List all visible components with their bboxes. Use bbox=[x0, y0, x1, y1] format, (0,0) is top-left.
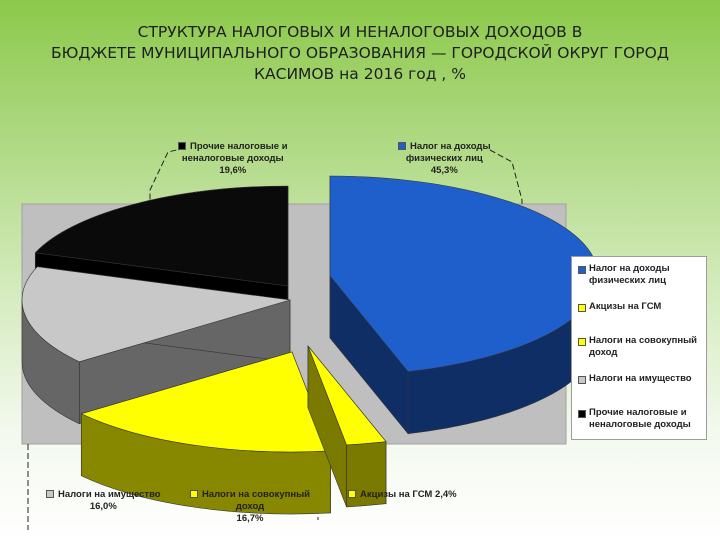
legend-item-other: Прочие налоговые и неналоговые доходы bbox=[578, 407, 704, 431]
legend-label-property: Налоги на имущество bbox=[589, 373, 692, 384]
callout-property-line-1: Налоги на имущество bbox=[58, 489, 161, 500]
chart-title-line-1: СТРУКТУРА НАЛОГОВЫХ И НЕНАЛОГОВЫХ ДОХОДО… bbox=[137, 23, 583, 41]
legend-item-aggregate: Налоги на совокупный доход bbox=[578, 335, 704, 359]
callout-other-line-2: неналоговые доходы bbox=[181, 153, 284, 164]
chart-title: СТРУКТУРА НАЛОГОВЫХ И НЕНАЛОГОВЫХ ДОХОДО… bbox=[40, 22, 680, 85]
legend-label-aggregate-2: доход bbox=[589, 347, 618, 358]
pie-slice-aggregate bbox=[80, 351, 332, 515]
callout-other: Прочие налоговые и неналоговые доходы 19… bbox=[178, 141, 288, 177]
callout-other-value: 19,6% bbox=[219, 165, 247, 176]
callout-aggregate: Налоги на совокупный доход 16,7% bbox=[190, 489, 310, 525]
pie-top-other bbox=[34, 185, 289, 287]
callout-other-swatch bbox=[178, 142, 186, 151]
pie-slice-excise bbox=[307, 345, 387, 508]
legend-label-other-1: Прочие налоговые и bbox=[589, 407, 687, 418]
legend-swatch-excise bbox=[578, 304, 586, 312]
callout-property-value: 16,0% bbox=[89, 501, 117, 512]
chart-title-line-2: БЮДЖЕТЕ МУНИЦИПАЛЬНОГО ОБРАЗОВАНИЯ — ГОР… bbox=[51, 44, 669, 62]
callout-aggregate-line-1: Налоги на совокупный bbox=[202, 489, 311, 500]
chart-title-line-3: КАСИМОВ на 2016 год , % bbox=[254, 65, 466, 83]
chart-legend: Налог на доходы физических лиц Акцизы на… bbox=[571, 256, 707, 440]
callout-ndfl-line-2: физических лиц bbox=[405, 153, 483, 164]
legend-swatch-aggregate bbox=[578, 338, 586, 346]
pie-slice-property bbox=[21, 266, 291, 425]
callout-excise: Акцизы на ГСМ 2,4% bbox=[348, 489, 457, 501]
legend-label-other-2: неналоговые доходы bbox=[589, 419, 691, 430]
pie-top-excise bbox=[307, 345, 387, 446]
callout-property: Налоги на имущество 16,0% bbox=[46, 489, 161, 513]
legend-label-ndfl-2: физических лиц bbox=[589, 275, 666, 286]
legend-label-aggregate-1: Налоги на совокупный bbox=[589, 335, 698, 346]
legend-swatch-ndfl bbox=[578, 266, 586, 274]
legend-label-ndfl-1: Налог на доходы bbox=[589, 263, 670, 274]
pie-top-property bbox=[21, 266, 291, 363]
callout-aggregate-swatch bbox=[190, 490, 198, 499]
legend-swatch-other bbox=[578, 410, 586, 418]
legend-label-excise: Акцизы на ГСМ bbox=[589, 301, 662, 312]
callout-ndfl: Налог на доходы физических лиц 45,3% bbox=[398, 141, 491, 177]
callout-property-swatch bbox=[46, 490, 54, 499]
legend-swatch-property bbox=[578, 376, 586, 384]
callout-ndfl-swatch bbox=[398, 142, 406, 151]
pie-top-aggregate bbox=[80, 351, 332, 453]
callout-aggregate-line-2: доход bbox=[235, 501, 265, 512]
callout-other-line-1: Прочие налоговые и bbox=[190, 141, 288, 152]
legend-item-property: Налоги на имущество bbox=[578, 373, 704, 385]
legend-item-ndfl: Налог на доходы физических лиц bbox=[578, 263, 704, 287]
callout-excise-swatch bbox=[348, 490, 356, 499]
callout-aggregate-value: 16,7% bbox=[236, 513, 264, 524]
callout-ndfl-value: 45,3% bbox=[430, 165, 458, 176]
callout-ndfl-line-1: Налог на доходы bbox=[410, 141, 491, 152]
callout-excise-line-1: Акцизы на ГСМ 2,4% bbox=[360, 489, 457, 500]
legend-item-excise: Акцизы на ГСМ bbox=[578, 301, 704, 313]
